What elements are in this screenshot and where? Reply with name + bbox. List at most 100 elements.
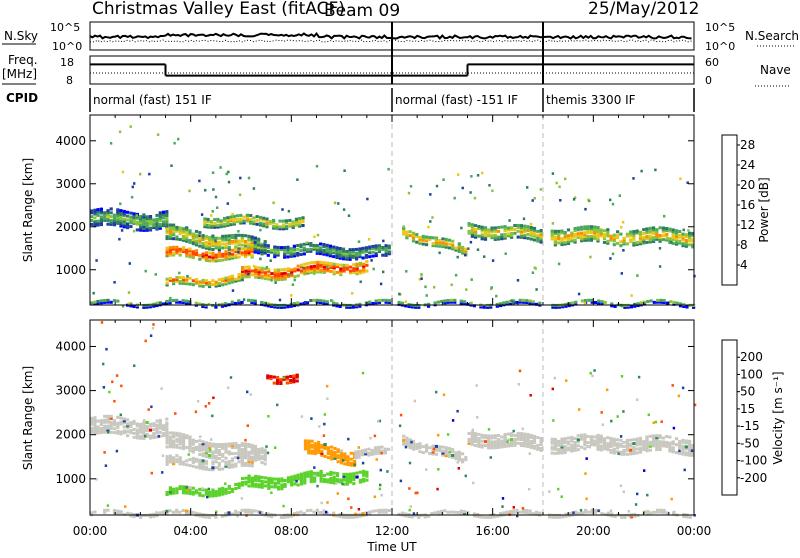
data-cell — [250, 478, 254, 482]
data-cell — [162, 222, 166, 226]
data-cell — [622, 440, 626, 444]
data-cell — [266, 302, 270, 306]
data-cell — [188, 276, 192, 280]
data-cell — [155, 431, 159, 435]
data-cell — [211, 257, 215, 261]
data-cell — [354, 456, 358, 460]
colorbar-frame — [721, 339, 738, 496]
data-cell — [563, 231, 567, 234]
data-cell — [214, 444, 218, 448]
data-cell — [384, 252, 388, 255]
data-cell — [510, 233, 514, 237]
data-cell — [451, 243, 455, 247]
data-cell — [351, 248, 355, 252]
data-cell — [258, 511, 262, 514]
data-cell — [322, 267, 326, 270]
data-cell — [247, 234, 251, 238]
data-cell — [470, 442, 474, 446]
data-cell — [230, 446, 235, 450]
data-cell — [253, 450, 257, 454]
data-cell — [335, 254, 339, 257]
data-cell — [142, 423, 146, 426]
data-cell — [483, 235, 488, 239]
data-cell — [526, 445, 530, 448]
data-cell — [178, 238, 182, 241]
data-cell — [207, 402, 211, 405]
data-cell — [200, 213, 204, 216]
data-cell — [629, 450, 633, 454]
data-cell — [655, 440, 659, 444]
data-cell — [240, 456, 244, 459]
data-cell — [499, 512, 503, 516]
data-cell — [286, 255, 290, 259]
data-cell — [152, 436, 156, 440]
data-cell — [172, 460, 176, 464]
data-cell — [201, 236, 205, 240]
data-cell — [273, 305, 277, 309]
data-cell — [221, 258, 225, 262]
data-cell — [355, 257, 359, 261]
data-cell — [90, 511, 94, 515]
data-cell — [671, 450, 675, 454]
data-cell — [257, 239, 261, 243]
data-cell — [208, 444, 212, 448]
data-cell — [260, 479, 264, 483]
data-cell — [325, 245, 329, 249]
data-cell — [203, 221, 207, 225]
data-cell — [678, 233, 682, 237]
data-cell — [214, 492, 218, 496]
data-cell — [566, 234, 571, 238]
data-cell — [586, 225, 590, 229]
data-cell — [109, 300, 113, 304]
data-cell — [122, 429, 126, 433]
data-cell — [678, 444, 682, 447]
data-cell — [580, 233, 584, 237]
data-cell — [201, 446, 205, 450]
data-cell — [230, 465, 235, 469]
data-cell — [659, 508, 663, 512]
data-cell — [258, 217, 263, 221]
data-cell — [536, 237, 540, 241]
data-cell — [523, 442, 527, 446]
data-cell — [214, 284, 218, 288]
data-cell — [333, 456, 337, 460]
data-cell — [126, 511, 130, 515]
data-cell — [105, 347, 108, 351]
data-cell — [142, 305, 146, 309]
time-tick-label: 20:00 — [576, 524, 611, 538]
data-cell — [349, 461, 353, 465]
data-cell — [227, 238, 231, 242]
data-cell — [642, 444, 646, 447]
data-cell — [221, 492, 225, 496]
data-cell — [490, 436, 494, 440]
data-cell — [224, 448, 228, 452]
data-cell — [250, 464, 254, 468]
data-cell — [326, 384, 329, 388]
data-cell — [474, 434, 478, 437]
data-cell — [493, 230, 497, 234]
data-cell — [194, 253, 199, 257]
data-cell — [210, 214, 213, 217]
data-cell — [243, 510, 247, 514]
data-cell — [224, 244, 228, 248]
data-cell — [227, 240, 231, 244]
data-cell — [168, 235, 172, 239]
data-cell — [227, 170, 230, 174]
data-cell — [593, 229, 597, 233]
data-cell — [536, 235, 540, 239]
data-cell — [194, 465, 199, 469]
data-cell — [596, 235, 600, 239]
data-cell — [228, 252, 232, 256]
data-cell — [342, 263, 346, 267]
data-cell — [332, 477, 336, 481]
data-cell — [523, 434, 527, 438]
data-cell — [145, 424, 149, 428]
data-cell — [655, 237, 659, 241]
data-cell — [152, 224, 156, 228]
data-cell — [629, 448, 633, 452]
data-cell — [506, 442, 510, 446]
data-cell — [332, 479, 336, 483]
y-tick-label: 4000 — [55, 134, 86, 148]
data-cell — [513, 439, 517, 443]
data-cell — [178, 230, 182, 234]
